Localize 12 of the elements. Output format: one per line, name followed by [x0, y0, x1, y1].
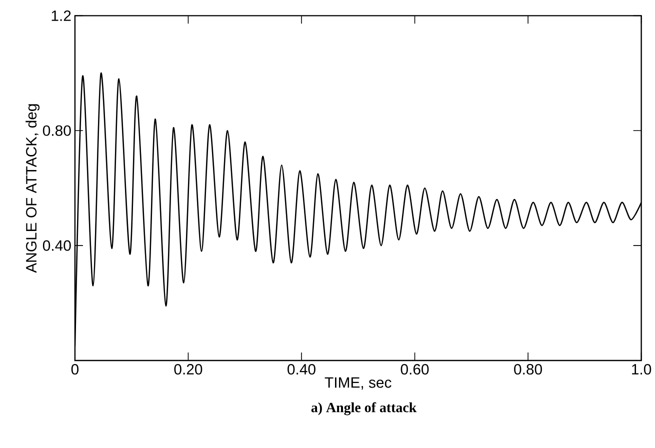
x-tick-label: 0 [71, 364, 79, 375]
x-tick-label: 1.0 [632, 364, 652, 375]
x-axis-title: TIME, sec [324, 378, 392, 390]
text: a) Angle of attack [311, 402, 417, 416]
y-axis-title: ANGLE OF ATTACK, deg [26, 104, 40, 273]
x-tick-label: 0.20 [174, 364, 202, 375]
x-tick-label: 0.80 [514, 364, 542, 375]
y-tick-label: 1.2 [52, 10, 71, 22]
y-tick-label: 0.40 [42, 240, 71, 251]
x-tick-label: 0.40 [288, 364, 316, 375]
y-tick-label: 0.80 [42, 125, 71, 136]
x-tick-label: 0.60 [400, 364, 429, 375]
